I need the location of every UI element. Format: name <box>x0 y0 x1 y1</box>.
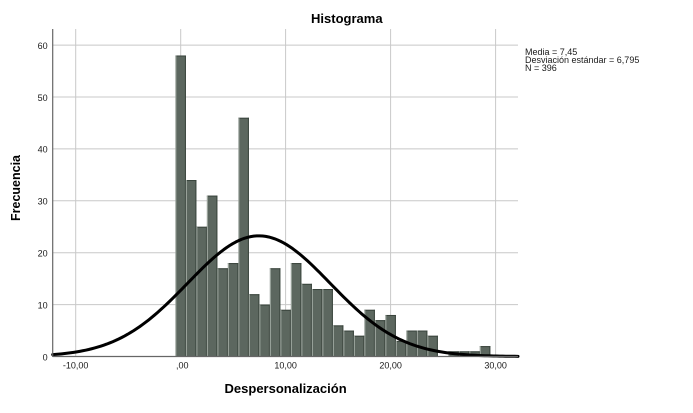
svg-text:0: 0 <box>43 352 48 362</box>
svg-text:20: 20 <box>38 249 48 259</box>
svg-text:40: 40 <box>38 145 48 155</box>
svg-text:Despersonalización: Despersonalización <box>225 381 347 396</box>
svg-text:50: 50 <box>38 93 48 103</box>
svg-text:Histograma: Histograma <box>311 11 383 26</box>
svg-text:Frecuencia: Frecuencia <box>9 154 23 221</box>
svg-text:10,00: 10,00 <box>274 360 297 370</box>
svg-text:,00: ,00 <box>176 360 189 370</box>
svg-text:Media = 7,45: Media = 7,45 <box>525 47 577 57</box>
svg-text:30,00: 30,00 <box>484 360 507 370</box>
svg-text:-10,00: -10,00 <box>63 360 89 370</box>
svg-text:10: 10 <box>38 300 48 310</box>
svg-text:20,00: 20,00 <box>379 360 402 370</box>
svg-text:30: 30 <box>38 197 48 207</box>
svg-text:N = 396: N = 396 <box>525 63 557 73</box>
svg-text:Desviación estándar = 6,795: Desviación estándar = 6,795 <box>525 55 639 65</box>
svg-text:60: 60 <box>38 41 48 51</box>
